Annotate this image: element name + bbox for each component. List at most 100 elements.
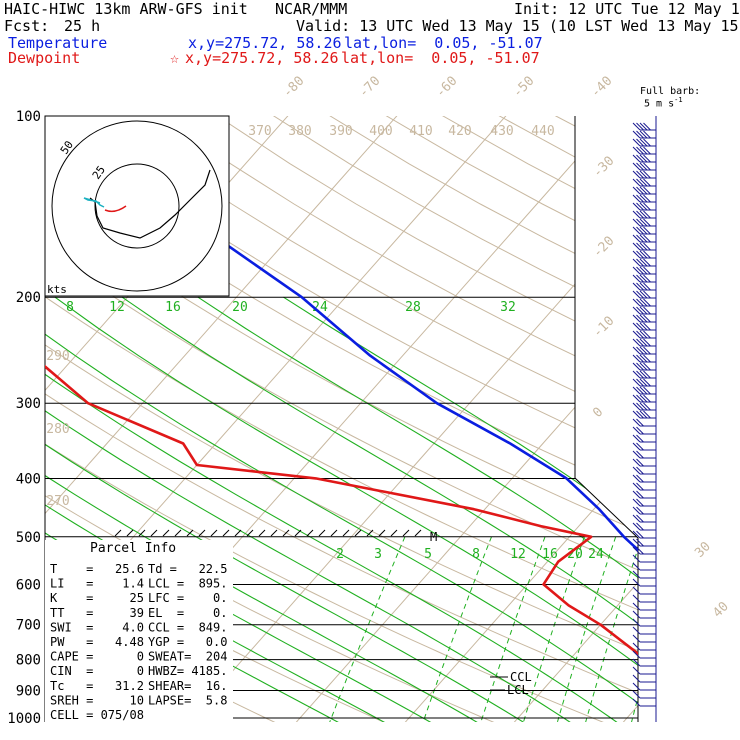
- hatch-mark: [150, 529, 158, 537]
- barb-flag: [632, 354, 641, 363]
- barb-flag: [639, 410, 648, 419]
- moist-adiabat-line: [45, 296, 638, 722]
- theta-label: 270: [46, 494, 69, 509]
- hatch-mark: [318, 529, 326, 537]
- barb-flag: [636, 130, 644, 139]
- isotherm-line: [45, 116, 340, 722]
- hatch-mark: [222, 529, 230, 537]
- barb-flag: [639, 226, 648, 235]
- barb-flag: [643, 330, 651, 339]
- barb-flag: [632, 634, 641, 643]
- wind-barb: [632, 634, 656, 643]
- barb-flag: [643, 322, 651, 331]
- hatch-mark: [366, 529, 374, 537]
- barb-flag: [639, 322, 648, 331]
- barb-flag: [632, 698, 641, 707]
- isotherm-label: -70: [356, 74, 383, 101]
- barb-flag: [632, 378, 641, 387]
- barb-flag: [639, 354, 648, 363]
- theta-label: 290: [46, 349, 69, 364]
- annotation-lcl: LCL: [507, 683, 529, 697]
- pressure-label: 300: [16, 396, 41, 412]
- wind-barb: [632, 290, 656, 299]
- mixing-ratio-label: 5: [424, 547, 432, 562]
- temperature-legend: Temperature: [8, 34, 108, 52]
- barb-flag: [639, 370, 648, 379]
- barb-flag: [636, 226, 644, 235]
- barb-flag: [636, 290, 644, 299]
- wind-barb: [632, 274, 656, 283]
- moist-adiabat-line: [45, 296, 492, 722]
- parcel-info-right: SHEAR= 16.: [148, 679, 227, 693]
- barb-flag: [632, 154, 641, 163]
- barb-flag: [643, 146, 651, 155]
- mixing-ratio-line: [477, 536, 546, 722]
- barb-flag: [632, 498, 641, 507]
- wind-barb: [632, 138, 656, 147]
- wind-barb: [632, 314, 656, 323]
- parcel-info-right: YGP = 0.0: [148, 635, 227, 649]
- wind-barb: [632, 426, 656, 435]
- wind-barb: [632, 514, 656, 523]
- barb-flag: [632, 146, 641, 155]
- parcel-info-left: K = 25: [50, 591, 144, 605]
- barb-flag: [643, 346, 651, 355]
- pressure-label: 500: [16, 530, 41, 546]
- barb-flag: [632, 594, 641, 603]
- barb-flag: [632, 618, 641, 627]
- isotherm-label: -10: [590, 314, 617, 341]
- barb-flag: [639, 394, 648, 403]
- hatch-mark: [186, 529, 194, 537]
- wind-barb: [632, 594, 656, 603]
- barb-unit-text: 5 m s: [644, 98, 675, 110]
- barb-flag: [636, 258, 644, 267]
- barb-flag: [632, 322, 641, 331]
- moist-adiabat-line: [197, 296, 638, 722]
- isotherm-line: [508, 116, 638, 722]
- barb-flag: [636, 426, 644, 435]
- dry-adiabat-line: [83, 116, 638, 722]
- barb-flag: [632, 186, 641, 195]
- hatch-mark: [198, 529, 206, 537]
- barb-flag: [636, 234, 644, 243]
- barb-flag: [636, 490, 644, 499]
- wind-barb: [632, 498, 656, 507]
- hodograph-storm-motion: [104, 205, 127, 213]
- hodograph-ring-label: 50: [58, 138, 76, 156]
- barb-flag: [632, 178, 641, 187]
- wind-barb: [632, 370, 656, 379]
- barb-flag: [636, 514, 644, 523]
- theta-e-label: 8: [66, 300, 74, 315]
- barb-flag: [636, 442, 644, 451]
- moist-adiabat-line: [54, 296, 638, 722]
- barb-flag: [636, 354, 644, 363]
- barb-flag: [632, 570, 641, 579]
- barb-flag: [636, 450, 644, 459]
- hatch-mark: [378, 529, 386, 537]
- wind-barb: [632, 378, 656, 387]
- wind-barb: [632, 330, 656, 339]
- parcel-info-left: CIN = 0: [50, 664, 144, 678]
- barb-flag: [632, 538, 641, 547]
- barb-flag: [643, 226, 651, 235]
- wind-barb: [632, 458, 656, 467]
- barb-flag: [639, 330, 648, 339]
- barb-flag: [632, 490, 641, 499]
- barb-flag: [632, 562, 641, 571]
- barb-flag: [632, 386, 641, 395]
- barb-flag: [632, 610, 641, 619]
- parcel-info-left: SWI = 4.0: [50, 620, 144, 634]
- moist-adiabat-line: [45, 296, 538, 722]
- barb-flag: [643, 122, 651, 131]
- dewpoint-latlon: lat,lon= 0.05, -51.07: [341, 49, 540, 67]
- wind-barb: [632, 162, 656, 171]
- wind-barb: [632, 258, 656, 267]
- wind-barb: [632, 626, 656, 635]
- model-title: HAIC-HIWC 13km ARW-GFS init: [4, 0, 248, 18]
- annotation-m: M: [430, 530, 437, 544]
- barb-flag: [639, 258, 648, 267]
- dry-adiabat-line: [45, 116, 638, 722]
- hatch-mark: [270, 529, 278, 537]
- barb-flag: [636, 122, 644, 131]
- wind-barb: [632, 522, 656, 531]
